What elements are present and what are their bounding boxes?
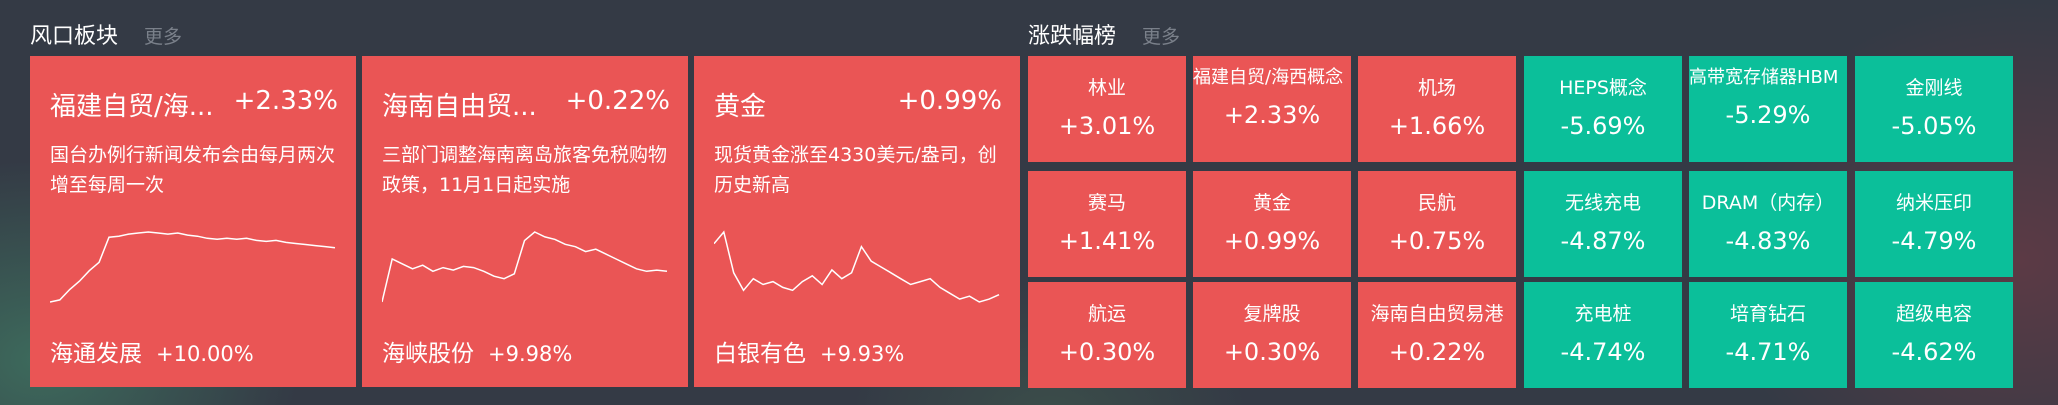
sector-change: +0.22%	[565, 86, 670, 116]
rank-item-label: 赛马	[1087, 192, 1126, 214]
rank-item[interactable]: 纳米压印 -4.79%	[1855, 171, 2013, 277]
sparkline-line	[50, 231, 336, 303]
sector-name: 海南自由贸...	[382, 92, 537, 122]
rank-item-label: 超级电容	[1895, 303, 1972, 325]
rank-item-label: 无线充电	[1564, 192, 1641, 214]
rank-item-label: 黄金	[1252, 192, 1291, 214]
sector-change: +0.99%	[897, 86, 1002, 116]
rank-item-change: +0.30%	[1058, 338, 1156, 366]
rank-item-change: -5.69%	[1560, 112, 1646, 140]
rank-item-change: -5.29%	[1725, 101, 1811, 129]
leading-stock-name: 白银有色	[714, 341, 806, 367]
rank-item-label: 培育钻石	[1729, 303, 1806, 325]
rank-item-label: DRAM（内存）	[1701, 192, 1835, 214]
rank-item-label: 海南自由贸易港	[1370, 303, 1504, 325]
rank-item-label: 纳米压印	[1895, 192, 1972, 214]
rank-item[interactable]: 超级电容 -4.62%	[1855, 282, 2013, 388]
rank-item-label: 福建自贸/海西概念	[1193, 67, 1344, 88]
rank-item[interactable]: 金刚线 -5.05%	[1855, 56, 2013, 162]
rank-item-change: +3.01%	[1058, 112, 1156, 140]
rank-item[interactable]: 培育钻石 -4.71%	[1689, 282, 1847, 388]
rank-item[interactable]: 无线充电 -4.87%	[1524, 171, 1682, 277]
rank-item[interactable]: 海南自由贸易港 +0.22%	[1358, 282, 1516, 388]
leading-stock[interactable]: 海峡股份 +9.98%	[382, 334, 572, 368]
rank-item-change: -4.83%	[1725, 227, 1811, 255]
rank-item-label: 金刚线	[1905, 77, 1963, 99]
rank-item-change: -4.71%	[1725, 338, 1811, 366]
hot-sector-card[interactable]: 福建自贸/海... +2.33% 国台办例行新闻发布会由每月两次增至每周一次 海…	[30, 56, 356, 387]
rank-item[interactable]: 机场 +1.66%	[1358, 56, 1516, 162]
sector-news[interactable]: 三部门调整海南离岛旅客免税购物政策，11月1日起实施	[382, 144, 668, 196]
rank-item-change: +0.99%	[1223, 227, 1321, 255]
sector-sparkline	[50, 231, 336, 303]
rank-item[interactable]: 福建自贸/海西概念 +2.33%	[1193, 56, 1351, 162]
sector-name: 黄金	[714, 92, 767, 122]
rank-more-link[interactable]: 更多	[1142, 26, 1181, 48]
rank-item-change: +1.41%	[1058, 227, 1156, 255]
rank-item[interactable]: 航运 +0.30%	[1028, 282, 1186, 388]
rank-item[interactable]: 充电桩 -4.74%	[1524, 282, 1682, 388]
leading-stock-change: +9.98%	[488, 342, 573, 366]
hot-sector-card[interactable]: 黄金 +0.99% 现货黄金涨至4330美元/盎司，创历史新高 白银有色 +9.9…	[694, 56, 1020, 387]
sparkline-line	[382, 231, 668, 303]
rank-item[interactable]: 黄金 +0.99%	[1193, 171, 1351, 277]
sector-name: 福建自贸/海...	[50, 92, 214, 122]
sector-sparkline	[382, 231, 668, 303]
leading-stock[interactable]: 海通发展 +10.00%	[50, 334, 254, 368]
rank-item[interactable]: 复牌股 +0.30%	[1193, 282, 1351, 388]
leading-stock-change: +10.00%	[156, 342, 254, 366]
rank-item-change: +0.22%	[1388, 338, 1486, 366]
rank-title: 涨跌幅榜	[1028, 24, 1117, 49]
rank-item-change: +1.66%	[1388, 112, 1486, 140]
sparkline-line	[714, 230, 1000, 303]
rank-item[interactable]: HEPS概念 -5.69%	[1524, 56, 1682, 162]
sector-news[interactable]: 现货黄金涨至4330美元/盎司，创历史新高	[714, 144, 997, 196]
rank-item-label: 林业	[1087, 77, 1126, 99]
hot-sector-card[interactable]: 海南自由贸... +0.22% 三部门调整海南离岛旅客免税购物政策，11月1日起…	[362, 56, 688, 387]
rank-item-change: -4.87%	[1560, 227, 1646, 255]
rank-item-label: 航运	[1087, 303, 1126, 325]
rank-header: 涨跌幅榜 更多	[1028, 18, 1180, 50]
hot-sectors-header: 风口板块 更多	[30, 18, 182, 50]
rank-item-change: -4.62%	[1891, 338, 1977, 366]
rank-item-change: -4.79%	[1891, 227, 1977, 255]
rank-item-change: +0.75%	[1388, 227, 1486, 255]
sector-change: +2.33%	[233, 86, 338, 116]
rank-item[interactable]: 高带宽存储器HBM -5.29%	[1689, 56, 1847, 162]
rank-item[interactable]: 赛马 +1.41%	[1028, 171, 1186, 277]
hot-sectors-more-link[interactable]: 更多	[144, 26, 183, 48]
hot-sectors-title: 风口板块	[30, 24, 119, 49]
rank-item-label: 复牌股	[1243, 303, 1301, 325]
rank-item[interactable]: 民航 +0.75%	[1358, 171, 1516, 277]
sector-sparkline	[714, 230, 1000, 303]
rank-item-change: -4.74%	[1560, 338, 1646, 366]
leading-stock-change: +9.93%	[820, 342, 905, 366]
rank-item-label: HEPS概念	[1559, 77, 1647, 99]
rank-item-label: 机场	[1417, 77, 1456, 99]
rank-item[interactable]: 林业 +3.01%	[1028, 56, 1186, 162]
leading-stock-name: 海通发展	[50, 341, 142, 367]
rank-item-label: 民航	[1417, 192, 1456, 214]
rank-item[interactable]: DRAM（内存） -4.83%	[1689, 171, 1847, 277]
sector-news[interactable]: 国台办例行新闻发布会由每月两次增至每周一次	[50, 144, 336, 196]
rank-item-label: 充电桩	[1574, 303, 1632, 325]
leading-stock-name: 海峡股份	[382, 341, 474, 367]
leading-stock[interactable]: 白银有色 +9.93%	[714, 334, 904, 368]
rank-item-change: +0.30%	[1223, 338, 1321, 366]
rank-item-change: +2.33%	[1223, 101, 1321, 129]
rank-item-change: -5.05%	[1891, 112, 1977, 140]
rank-item-label: 高带宽存储器HBM	[1689, 67, 1839, 88]
